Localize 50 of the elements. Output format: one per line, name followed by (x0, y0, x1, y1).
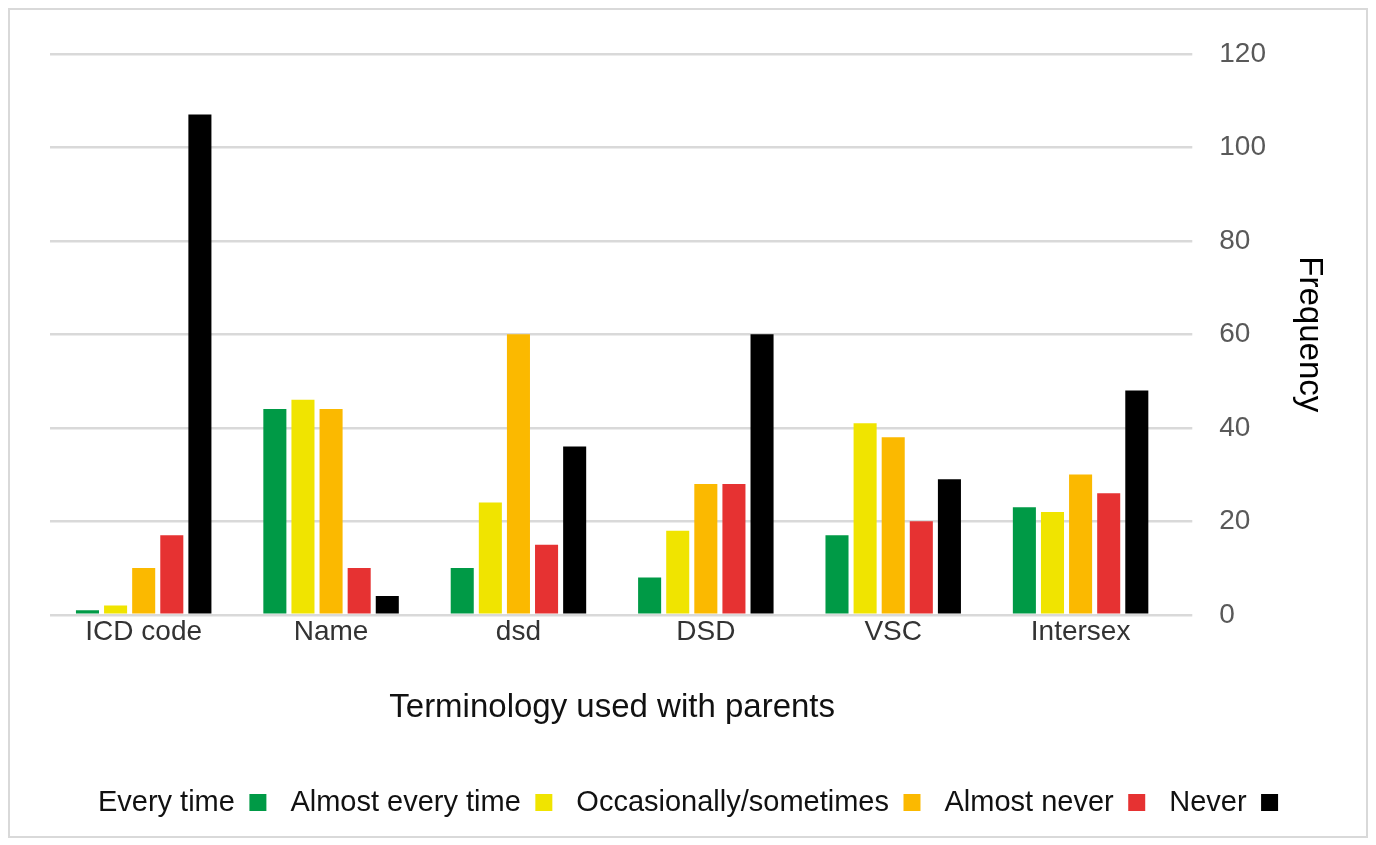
bar (506, 334, 530, 614)
bar (1125, 390, 1149, 614)
x-tick-label: DSD (676, 615, 736, 647)
bar (909, 521, 933, 614)
legend-label: Every time (97, 784, 235, 817)
bar (319, 409, 343, 614)
bar (853, 423, 877, 614)
bar (188, 114, 212, 614)
bar (478, 502, 502, 614)
bar (1012, 507, 1036, 614)
y-tick-label: 20 (1219, 504, 1251, 536)
bar (1069, 474, 1093, 614)
x-tick-label: VSC (864, 615, 922, 647)
bar (375, 596, 399, 614)
y-axis-title: Frequency (1293, 256, 1331, 413)
bar (535, 544, 559, 614)
bar (563, 446, 587, 614)
bar (937, 479, 961, 614)
y-tick-label: 120 (1219, 36, 1266, 68)
x-tick-label: Intersex (1030, 615, 1131, 647)
bar (666, 530, 690, 614)
bar (450, 568, 474, 614)
bar (694, 483, 718, 614)
y-tick-label: 80 (1219, 223, 1251, 255)
legend-label: Never (1169, 784, 1247, 817)
bar (160, 535, 184, 614)
bar (104, 605, 128, 614)
bar (881, 437, 905, 614)
bar (1097, 493, 1121, 614)
legend-label: Almost every time (290, 784, 521, 817)
y-tick-label: 60 (1219, 317, 1251, 349)
x-axis-title: Terminology used with parents (389, 687, 836, 725)
bar (75, 610, 99, 614)
bar (263, 409, 287, 614)
bar (750, 334, 774, 614)
x-tick-label: ICD code (85, 615, 203, 647)
bar (132, 568, 156, 614)
bar (638, 577, 662, 614)
bar (722, 483, 746, 614)
bar (825, 535, 849, 614)
bar (347, 568, 371, 614)
legend-label: Almost never (944, 784, 1115, 817)
y-tick-label: 0 (1219, 597, 1235, 629)
x-tick-label: dsd (495, 615, 542, 647)
y-tick-label: 100 (1219, 130, 1266, 162)
legend-label: Occasionally/sometimes (576, 784, 889, 817)
x-tick-label: Name (293, 615, 369, 647)
bar (291, 399, 315, 614)
y-tick-label: 40 (1219, 410, 1251, 442)
bar (1040, 511, 1065, 614)
